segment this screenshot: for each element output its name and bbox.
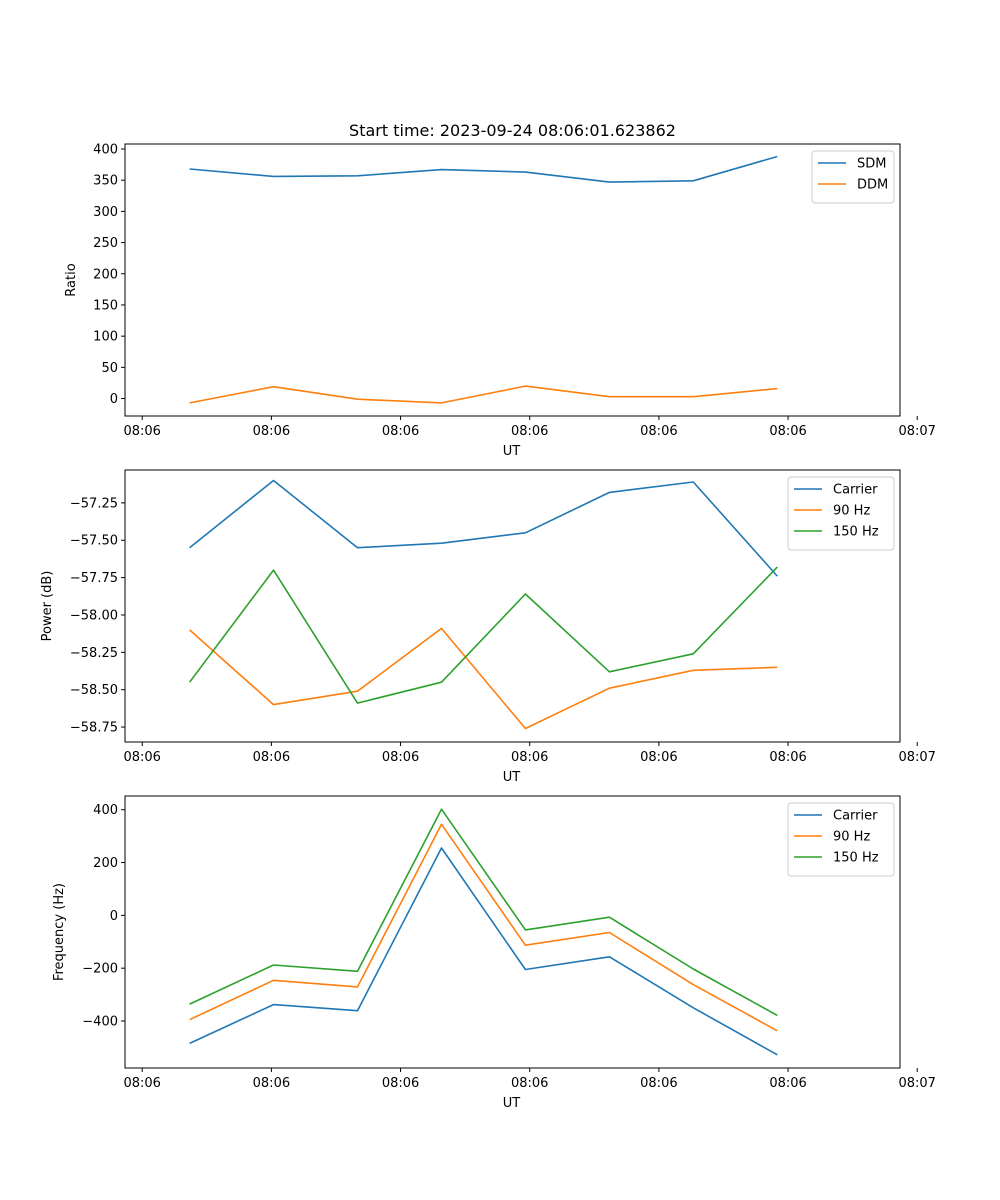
subplot-3: 08:06 08:06 08:06 08:06 08:06 08:06 08:07 UT −40… <box>52 795 936 1111</box>
legend-box <box>811 150 895 204</box>
series-line-carrier <box>189 847 778 1056</box>
x-tick-label: 08:06 <box>123 1076 160 1091</box>
y-tick-label: 400 <box>93 142 118 157</box>
y-axis-label: Frequency (Hz) <box>52 883 67 981</box>
x-tick-label: 08:06 <box>253 750 290 765</box>
y-tick-label: 200 <box>93 856 118 871</box>
legend-label: Carrier <box>833 483 878 498</box>
x-tick-label: 08:06 <box>769 750 806 765</box>
y-tick-label: −58.25 <box>70 646 118 661</box>
series-line-carrier <box>189 479 778 577</box>
y-tick-label: 400 <box>93 803 118 818</box>
legend-label: 90 Hz <box>833 504 870 519</box>
series-group <box>189 808 778 1056</box>
x-axis-label: UT <box>503 1096 521 1111</box>
axes-frame <box>124 795 901 1069</box>
y-tick-label: −400 <box>82 1014 118 1029</box>
legend: SDM DDM <box>811 150 895 204</box>
series-line-90-hz <box>189 627 778 730</box>
series-line-150-hz <box>189 808 778 1017</box>
y-tick-label: −200 <box>82 962 118 977</box>
y-tick-label: −57.25 <box>70 496 118 511</box>
axes-frame <box>124 143 901 417</box>
y-tick-label: −58.75 <box>70 721 118 736</box>
legend: Carrier 90 Hz 150 Hz <box>787 802 895 877</box>
legend-label: DDM <box>857 178 888 193</box>
x-tick-label: 08:06 <box>640 750 677 765</box>
x-tick-label: 08:06 <box>511 424 548 439</box>
x-tick-label: 08:06 <box>511 1076 548 1091</box>
x-tick-label: 08:07 <box>898 750 935 765</box>
legend-label: 150 Hz <box>833 851 879 866</box>
subplot-2: 08:06 08:06 08:06 08:06 08:06 08:06 08:07 UT −58… <box>40 469 936 785</box>
y-tick-label: −57.50 <box>70 534 118 549</box>
axes-frame <box>124 469 901 743</box>
x-tick-label: 08:06 <box>511 750 548 765</box>
series-line-ddm <box>189 385 778 404</box>
x-tick-label: 08:06 <box>382 750 419 765</box>
y-axis-label: Ratio <box>64 263 79 296</box>
series-line-90-hz <box>189 823 778 1032</box>
x-tick-label: 08:06 <box>382 1076 419 1091</box>
series-line-150-hz <box>188 566 778 704</box>
x-tick-label: 08:06 <box>640 424 677 439</box>
legend-label: SDM <box>857 157 886 172</box>
x-tick-label: 08:06 <box>253 424 290 439</box>
x-tick-label: 08:06 <box>769 424 806 439</box>
y-tick-label: −58.00 <box>70 608 118 623</box>
x-axis-label: UT <box>503 770 521 785</box>
series-line-sdm <box>189 155 778 183</box>
x-tick-label: 08:07 <box>898 424 935 439</box>
legend-label: 90 Hz <box>833 830 870 845</box>
x-tick-label: 08:07 <box>898 1076 935 1091</box>
subplot-1: Start time: 2023-09-24 08:06:01.623862 08… <box>64 121 936 459</box>
y-tick-label: −57.75 <box>70 571 118 586</box>
y-tick-label: 50 <box>101 361 118 376</box>
y-tick-label: 150 <box>93 298 118 313</box>
legend-label: Carrier <box>833 809 878 824</box>
legend: Carrier 90 Hz 150 Hz <box>787 476 895 551</box>
y-axis-label: Power (dB) <box>40 571 55 642</box>
series-group <box>188 479 778 730</box>
y-tick-label: 0 <box>110 392 118 407</box>
y-tick-label: −58.50 <box>70 683 118 698</box>
y-tick-label: 100 <box>93 330 118 345</box>
y-tick-label: 250 <box>93 236 118 251</box>
y-tick-label: 0 <box>110 909 118 924</box>
x-tick-label: 08:06 <box>253 1076 290 1091</box>
x-tick-label: 08:06 <box>640 1076 677 1091</box>
series-group <box>189 155 778 404</box>
y-tick-label: 350 <box>93 174 118 189</box>
chart-title: Start time: 2023-09-24 08:06:01.623862 <box>349 121 676 140</box>
legend-label: 150 Hz <box>833 525 879 540</box>
x-tick-label: 08:06 <box>769 1076 806 1091</box>
x-tick-label: 08:06 <box>382 424 419 439</box>
x-tick-label: 08:06 <box>123 424 160 439</box>
y-tick-label: 300 <box>93 205 118 220</box>
y-tick-label: 200 <box>93 267 118 282</box>
x-tick-label: 08:06 <box>123 750 160 765</box>
x-axis-label: UT <box>503 444 521 459</box>
